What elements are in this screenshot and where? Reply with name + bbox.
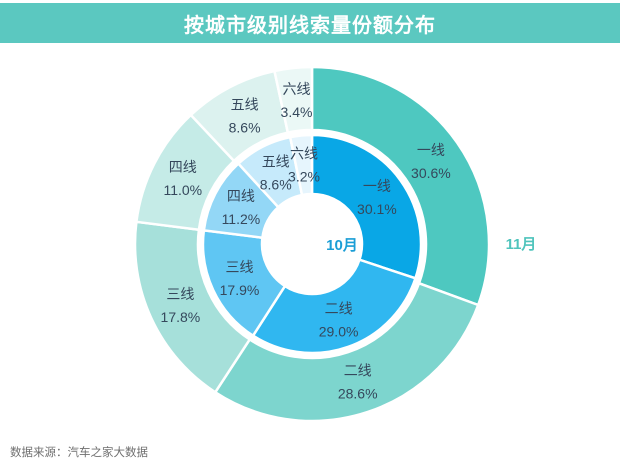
- label-oct-tier3-value: 17.9%: [220, 282, 260, 298]
- data-source-note: 数据来源：汽车之家大数据: [10, 447, 148, 459]
- label-nov-tier6-value: 3.4%: [281, 104, 313, 120]
- slice-nov-tier1[interactable]: [310, 65, 491, 307]
- label-nov-tier3-name: 三线: [166, 286, 194, 302]
- label-oct-tier1-value: 30.1%: [357, 201, 397, 217]
- label-oct-tier5-name: 五线: [262, 154, 290, 170]
- label-oct-tier5-value: 8.6%: [260, 177, 292, 193]
- ring-name-label-oct: 10月: [326, 237, 358, 254]
- label-nov-tier2-value: 28.6%: [338, 386, 378, 402]
- label-nov-tier1-name: 一线: [417, 142, 445, 158]
- label-nov-tier3-value: 17.8%: [161, 309, 201, 325]
- slice-oct-tier2[interactable]: [251, 258, 418, 355]
- label-oct-tier3-name: 三线: [226, 259, 254, 275]
- title-bar: 按城市级别线索量份额分布: [0, 3, 620, 43]
- label-oct-tier4-value: 11.2%: [222, 211, 261, 227]
- slice-nov-tier6[interactable]: [272, 65, 314, 135]
- label-oct-tier1-name: 一线: [363, 178, 391, 194]
- label-oct-tier2-name: 二线: [325, 300, 353, 316]
- label-oct-tier4-name: 四线: [227, 188, 255, 204]
- ring-name-label-nov: 11月: [506, 236, 537, 253]
- slice-oct-tier1[interactable]: [310, 133, 423, 280]
- label-nov-tier4-name: 四线: [169, 159, 197, 175]
- label-nov-tier5-value: 8.6%: [229, 120, 261, 136]
- label-oct-tier6-value: 3.2%: [288, 168, 320, 184]
- chart-title: 按城市级别线索量份额分布: [184, 14, 436, 37]
- label-nov-tier5-name: 五线: [231, 97, 259, 113]
- label-nov-tier1-value: 30.6%: [411, 165, 451, 181]
- slice-oct-tier3[interactable]: [201, 228, 287, 338]
- label-nov-tier6-name: 六线: [283, 81, 311, 97]
- label-nov-tier4-value: 11.0%: [163, 182, 202, 198]
- slice-oct-tier6[interactable]: [288, 133, 314, 197]
- slice-nov-tier2[interactable]: [213, 281, 480, 423]
- label-oct-tier6-name: 六线: [290, 145, 318, 161]
- label-oct-tier2-value: 29.0%: [319, 323, 359, 339]
- label-nov-tier2-name: 二线: [344, 363, 372, 379]
